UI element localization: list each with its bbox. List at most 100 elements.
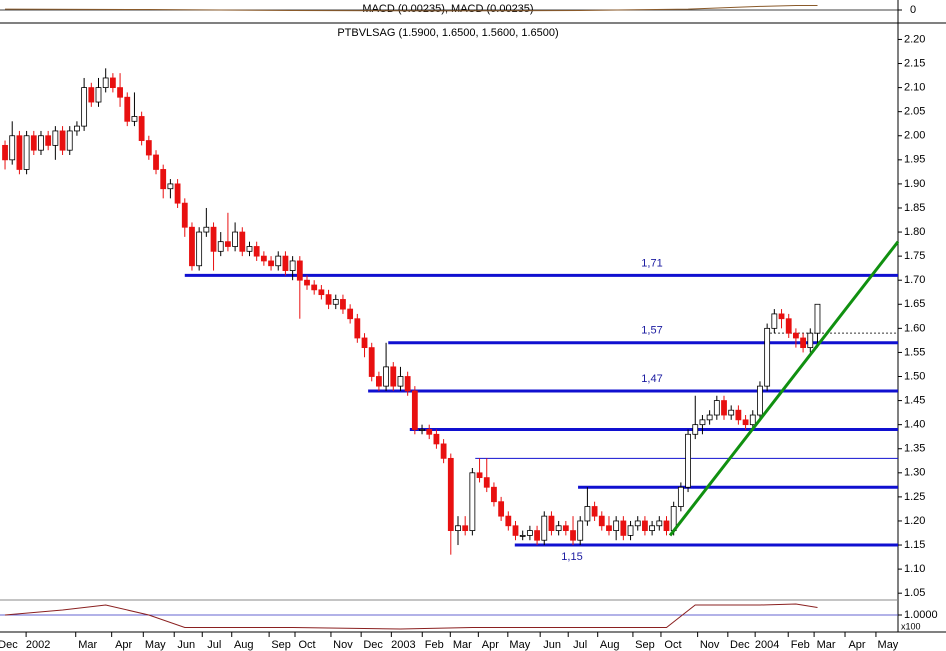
- candle-body: [749, 414, 756, 426]
- candle-body: [325, 294, 332, 305]
- y-tick-label: 1.20: [904, 515, 925, 527]
- x-tick-label: Dec: [730, 639, 750, 651]
- candle-body: [131, 116, 138, 122]
- candle-body: [519, 535, 526, 537]
- y-tick-label: 0: [910, 4, 916, 16]
- candle-body: [296, 260, 303, 281]
- candle-body: [807, 332, 814, 349]
- candle-body: [74, 125, 80, 132]
- y-tick-label: 1.25: [904, 491, 925, 503]
- y-tick-label: 1.90: [904, 178, 925, 190]
- candle-body: [38, 135, 44, 151]
- candle-body: [368, 347, 375, 377]
- candle-body: [217, 241, 224, 252]
- candle-body: [232, 231, 239, 247]
- candle-body: [390, 366, 397, 387]
- scale-label: x100: [901, 621, 921, 631]
- candle-body: [793, 332, 799, 339]
- x-tick-label: May: [878, 639, 899, 651]
- candle-body: [440, 443, 447, 459]
- candle-body: [577, 520, 584, 541]
- candle-body: [483, 477, 490, 488]
- y-tick-label: 1.30: [904, 467, 925, 479]
- candle-body: [814, 303, 821, 334]
- candle-body: [81, 87, 88, 127]
- candle-body: [634, 520, 641, 527]
- candle-body: [462, 525, 469, 531]
- candle-body: [282, 255, 289, 271]
- candle-body: [332, 299, 339, 305]
- y-tick-label: 1.35: [904, 443, 925, 455]
- candle-body: [584, 506, 591, 522]
- candle-body: [677, 486, 684, 507]
- candle-body: [52, 130, 59, 146]
- candle-body: [735, 409, 742, 421]
- candle-body: [66, 130, 73, 151]
- trend-line: [668, 240, 900, 537]
- candle-body: [526, 530, 533, 536]
- candle-body: [512, 525, 519, 536]
- candle-body: [426, 429, 433, 435]
- candle-body: [397, 376, 404, 387]
- candle-body: [627, 525, 634, 536]
- candle-body: [275, 255, 282, 267]
- candle-body: [548, 515, 555, 531]
- candle-body: [2, 144, 8, 161]
- level-label: 1,47: [641, 373, 662, 385]
- candle-body: [167, 183, 174, 190]
- candle-body: [728, 409, 735, 416]
- candle-body: [340, 299, 346, 310]
- x-tick-label: Oct: [298, 639, 315, 651]
- candle-body: [225, 241, 231, 247]
- candle-body: [88, 87, 95, 103]
- y-tick-label: 1.05: [904, 587, 925, 599]
- candle-body: [433, 433, 440, 445]
- y-tick-label: 1.10: [904, 563, 925, 575]
- candle-body: [375, 376, 382, 387]
- x-tick-label: Mar: [453, 639, 472, 651]
- y-tick-label: 1.55: [904, 346, 925, 358]
- x-tick-label: Feb: [791, 639, 810, 651]
- x-tick-label: Aug: [234, 639, 254, 651]
- y-tick-label: 2.15: [904, 57, 925, 69]
- x-tick-label: Oct: [664, 639, 681, 651]
- y-tick-label: 2.20: [904, 33, 925, 45]
- candle-body: [491, 486, 497, 503]
- candle-body: [598, 515, 605, 527]
- candle-body: [268, 260, 274, 267]
- candle-body: [642, 520, 648, 531]
- x-tick-label: Nov: [333, 639, 353, 651]
- candle-body: [613, 520, 620, 531]
- candle-body: [562, 525, 569, 531]
- x-tick-label: May: [145, 639, 166, 651]
- candle-body: [419, 429, 425, 431]
- candle-body: [692, 424, 699, 435]
- indicator-line: [4, 5, 818, 12]
- candle-body: [361, 337, 368, 349]
- candle-body: [203, 226, 210, 233]
- x-tick-label: Aug: [600, 639, 620, 651]
- candle-body: [534, 530, 540, 541]
- candle-body: [699, 419, 706, 426]
- x-tick-label: Mar: [78, 639, 97, 651]
- x-tick-label: Dec: [0, 639, 18, 651]
- candle-body: [16, 135, 23, 170]
- candle-body: [505, 515, 512, 527]
- y-tick-label: 1.70: [904, 274, 925, 286]
- x-tick-label: Apr: [482, 639, 499, 651]
- x-tick-label: 2004: [755, 639, 779, 651]
- candle-body: [196, 231, 203, 267]
- level-label: 1,57: [641, 325, 662, 337]
- macd-title: MACD (0.00235), MACD (0.00235): [362, 3, 533, 15]
- candle-body: [210, 226, 217, 252]
- candle-body: [347, 308, 354, 320]
- x-tick-label: 2002: [26, 639, 50, 651]
- candle-body: [9, 135, 16, 161]
- y-tick-label: 1.95: [904, 154, 925, 166]
- candle-body: [23, 135, 30, 170]
- x-tick-label: 2003: [391, 639, 415, 651]
- y-tick-label: 1.15: [904, 539, 925, 551]
- candle-body: [354, 318, 361, 339]
- level-label: 1,71: [641, 257, 662, 269]
- candle-body: [246, 246, 253, 252]
